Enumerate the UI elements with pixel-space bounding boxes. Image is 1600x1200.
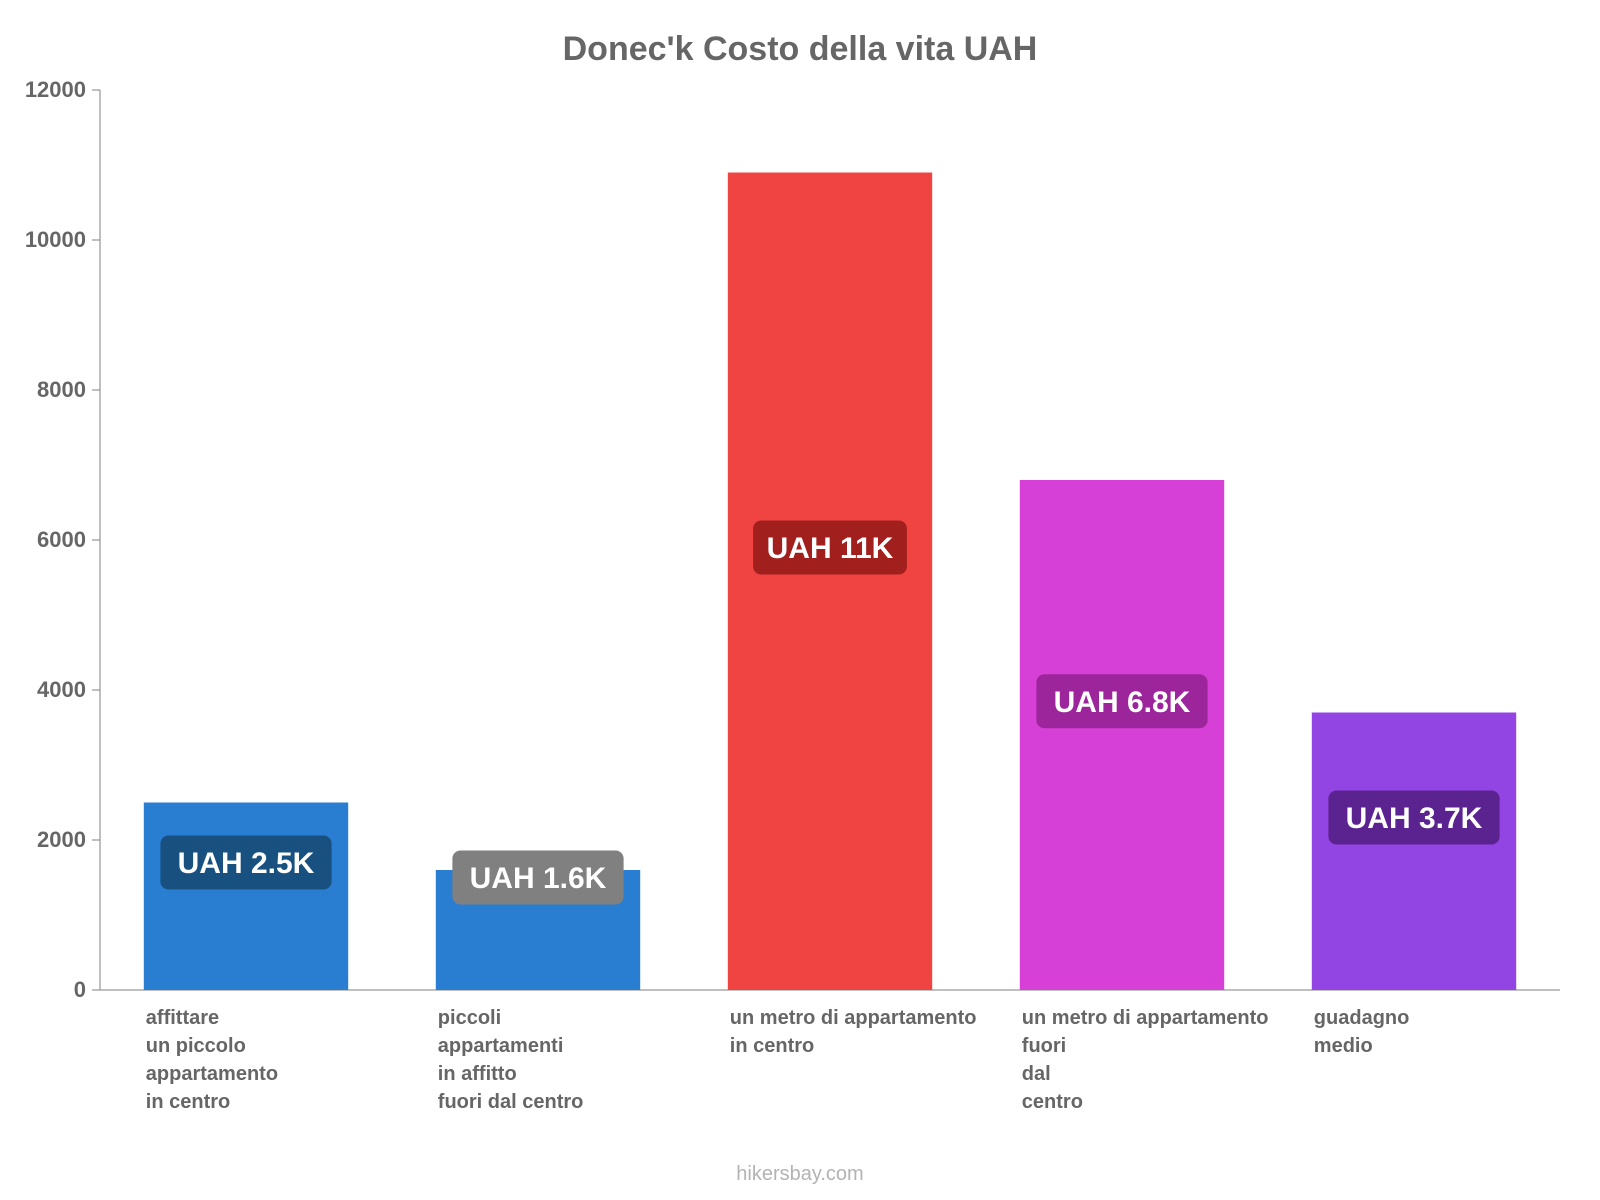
value-badge-text: UAH 6.8K	[1054, 686, 1191, 719]
bar	[728, 173, 932, 991]
y-tick-label: 10000	[25, 227, 86, 252]
y-tick-label: 4000	[37, 677, 86, 702]
chart-container: Donec'k Costo della vita UAH 0 2000 4000 600…	[0, 0, 1600, 1200]
x-category-label: guadagnomedio	[1314, 1007, 1410, 1057]
value-badge-text: UAH 11K	[767, 532, 894, 565]
value-badge-text: UAH 3.7K	[1346, 802, 1483, 835]
bar-chart-svg: Donec'k Costo della vita UAH 0 2000 4000 600…	[0, 0, 1600, 1200]
footer-attribution: hikersbay.com	[736, 1163, 863, 1185]
x-category-label: un metro di appartamentofuoridalcentro	[1022, 1007, 1269, 1113]
y-tick-label: 12000	[25, 77, 86, 102]
bar	[1312, 713, 1516, 991]
value-badge-text: UAH 2.5K	[178, 847, 315, 880]
bar	[1020, 480, 1224, 990]
y-tick-label: 8000	[37, 377, 86, 402]
y-tick-label: 2000	[37, 827, 86, 852]
bar	[144, 803, 348, 991]
x-category-label: un metro di appartamentoin centro	[730, 1007, 977, 1057]
x-category-label: affittareun piccoloappartamentoin centro	[146, 1007, 278, 1113]
y-tick-label: 0	[74, 977, 86, 1002]
value-badge-text: UAH 1.6K	[470, 862, 607, 895]
y-tick-label: 6000	[37, 527, 86, 552]
x-category-label: piccoliappartamentiin affittofuori dal c…	[438, 1007, 584, 1113]
chart-title: Donec'k Costo della vita UAH	[563, 30, 1038, 68]
